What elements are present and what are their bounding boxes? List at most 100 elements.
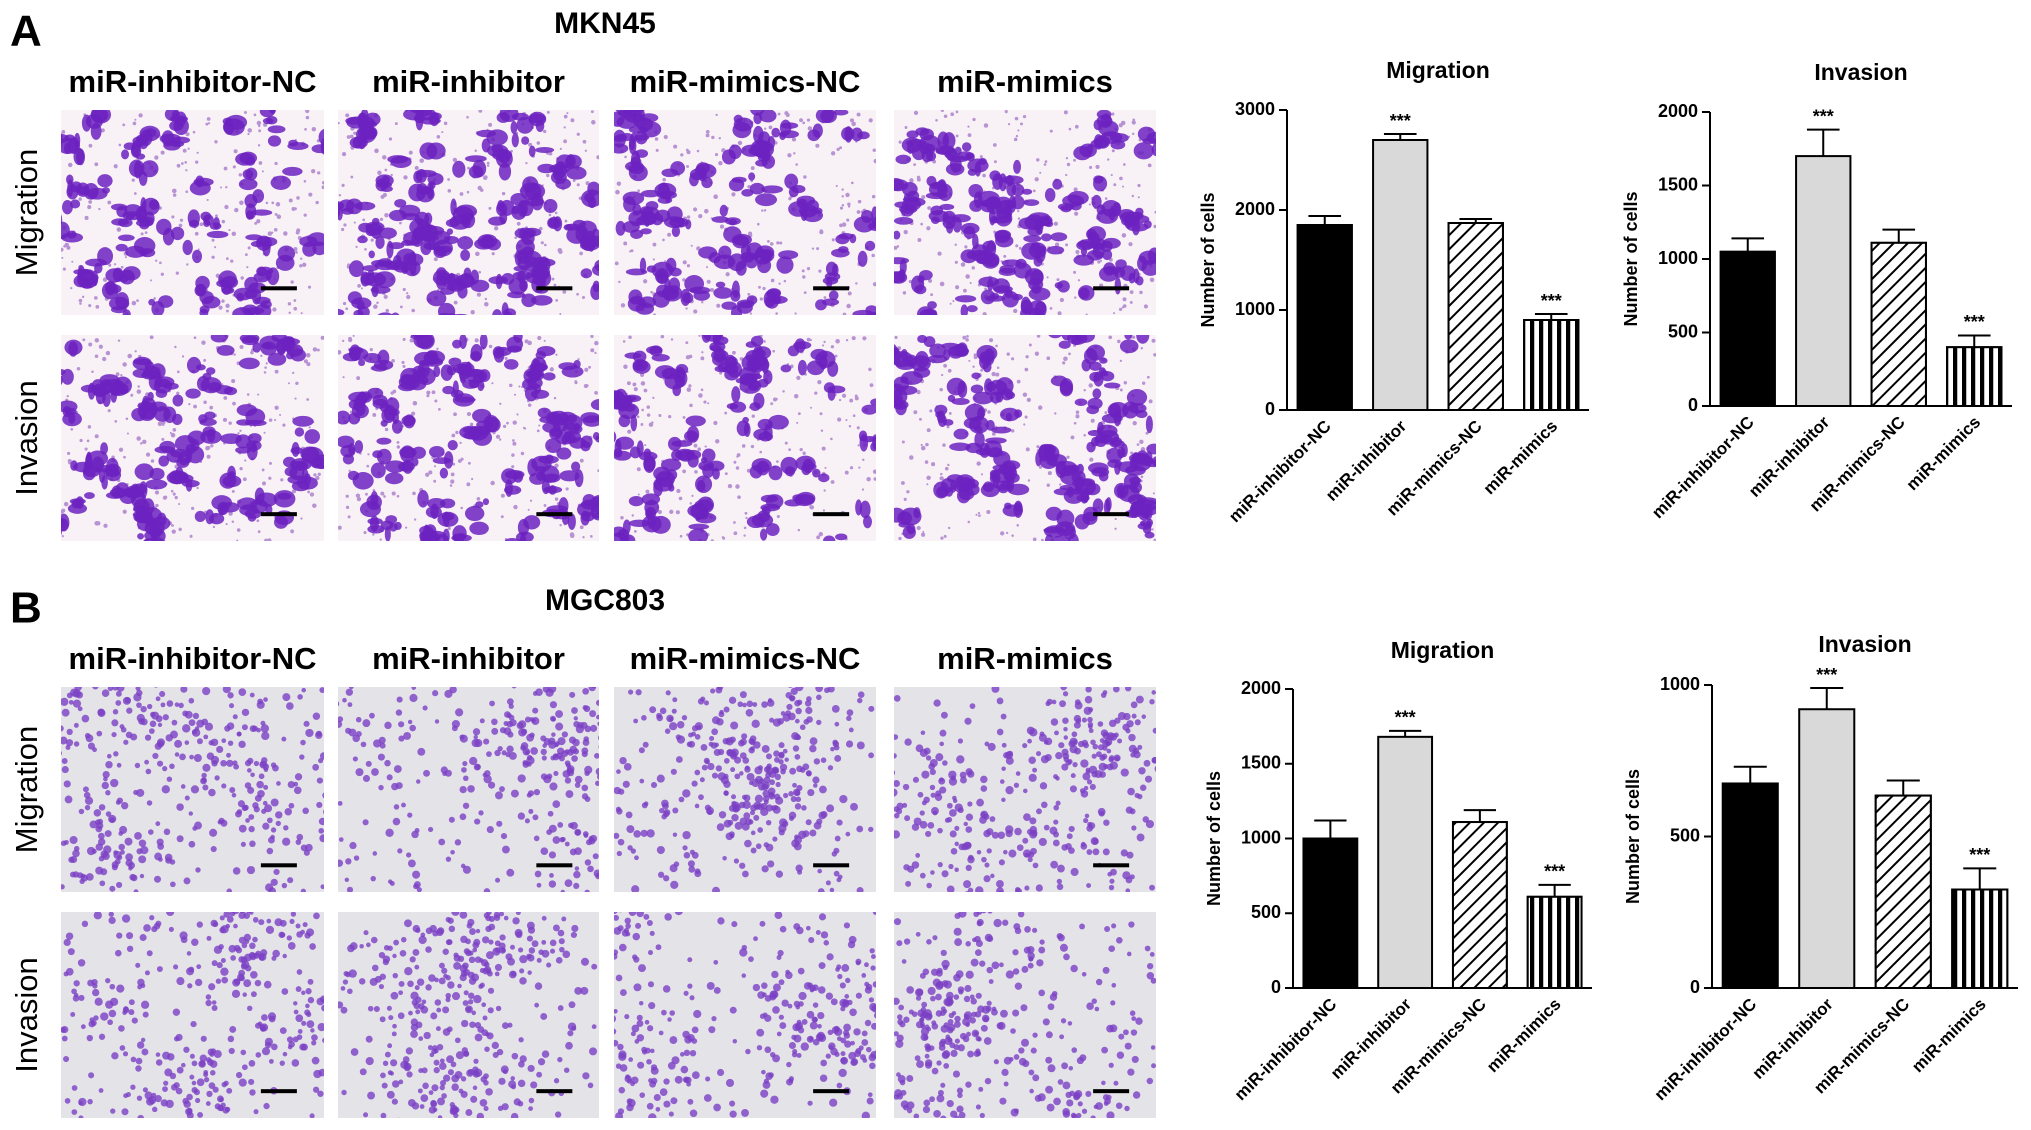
- micrograph: [614, 687, 876, 892]
- cell: [761, 745, 770, 753]
- cell: [1136, 335, 1150, 344]
- pore: [176, 370, 180, 374]
- cell: [1125, 888, 1131, 892]
- pore: [345, 113, 350, 118]
- cell: [95, 825, 103, 833]
- pore: [360, 287, 363, 290]
- pore: [913, 410, 918, 415]
- pore: [130, 393, 134, 397]
- cell: [467, 785, 475, 793]
- cell: [919, 142, 933, 155]
- cell: [224, 725, 231, 732]
- cell: [833, 744, 840, 751]
- pore: [236, 539, 239, 541]
- cell: [511, 687, 517, 689]
- cell: [978, 276, 1000, 288]
- cell: [737, 701, 744, 708]
- pore: [572, 179, 576, 183]
- cell: [789, 767, 797, 775]
- cell: [1032, 767, 1038, 773]
- cell: [768, 792, 775, 798]
- pore: [1011, 429, 1015, 433]
- cell: [560, 889, 566, 892]
- cell: [249, 840, 256, 848]
- cell: [795, 796, 802, 803]
- cell: [970, 384, 984, 394]
- pore: [256, 219, 261, 224]
- cell: [241, 708, 250, 717]
- cell: [626, 825, 635, 834]
- pore: [898, 536, 902, 541]
- cell: [61, 708, 70, 717]
- cell: [707, 762, 715, 771]
- cell: [1035, 451, 1042, 467]
- cell: [633, 718, 639, 724]
- cell: [169, 859, 176, 865]
- pore: [1036, 445, 1040, 449]
- cell: [433, 365, 441, 378]
- cell: [263, 697, 268, 702]
- cell: [996, 728, 1004, 736]
- cell: [848, 727, 854, 733]
- cell: [746, 515, 765, 529]
- cell: [248, 825, 255, 833]
- pore: [366, 464, 370, 468]
- cell: [439, 498, 456, 509]
- cell: [355, 398, 366, 416]
- pore: [675, 510, 680, 515]
- cell: [725, 737, 734, 746]
- cell: [483, 738, 490, 745]
- cell: [960, 304, 968, 315]
- cell: [104, 830, 112, 838]
- cell: [120, 801, 129, 810]
- cell: [541, 755, 547, 761]
- pore: [690, 244, 693, 247]
- pore: [868, 118, 873, 123]
- pore: [372, 413, 377, 417]
- cell: [1101, 199, 1121, 218]
- cell: [374, 260, 397, 271]
- pore: [844, 470, 849, 475]
- cell: [69, 871, 76, 878]
- cell: [864, 240, 876, 251]
- cell: [537, 163, 556, 174]
- cell: [353, 309, 364, 315]
- cell: [117, 218, 133, 228]
- pore: [676, 488, 681, 494]
- cell: [144, 361, 155, 371]
- cell: [304, 429, 321, 444]
- pore: [842, 312, 847, 315]
- cell: [832, 739, 838, 746]
- pore: [160, 272, 164, 276]
- pore: [506, 421, 509, 425]
- pore: [466, 411, 472, 417]
- cell: [182, 724, 191, 733]
- cell: [828, 290, 839, 301]
- pore: [967, 133, 972, 137]
- pore: [901, 440, 905, 444]
- pore: [1036, 335, 1041, 338]
- cell: [469, 521, 489, 536]
- cell: [794, 754, 801, 760]
- pore: [1104, 411, 1108, 415]
- cell: [180, 784, 186, 789]
- cell: [760, 503, 781, 512]
- cell: [403, 414, 416, 429]
- pore: [61, 247, 64, 252]
- cell: [103, 466, 119, 477]
- cell: [110, 778, 119, 788]
- cell: [1028, 756, 1036, 764]
- pore: [514, 236, 517, 240]
- cell: [701, 764, 708, 771]
- cell: [784, 757, 789, 762]
- cell: [710, 688, 716, 694]
- pore: [995, 372, 1000, 377]
- cell: [776, 256, 794, 274]
- cell: [116, 687, 125, 692]
- cell: [727, 819, 734, 826]
- cell: [615, 110, 632, 115]
- pore: [79, 302, 82, 305]
- pore: [1003, 254, 1007, 258]
- cell: [254, 303, 272, 315]
- cell: [220, 759, 227, 767]
